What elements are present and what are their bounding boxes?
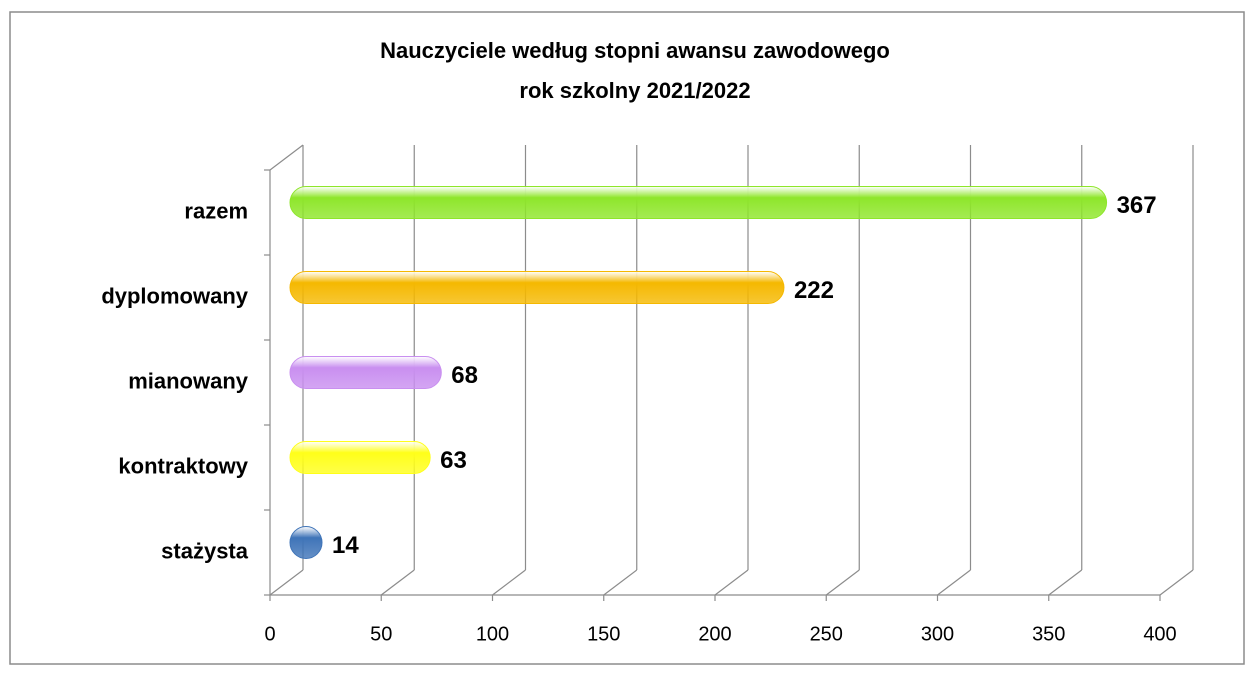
value-label: 367 — [1117, 192, 1157, 219]
grid-line — [492, 569, 526, 596]
x-tick-label: 150 — [587, 623, 620, 645]
bar — [289, 526, 323, 559]
value-label: 14 — [332, 532, 359, 559]
x-tick-label: 250 — [810, 623, 843, 645]
x-tick-label: 400 — [1143, 623, 1176, 645]
y-tick-label: kontraktowy — [118, 453, 248, 478]
x-tick-label: 100 — [476, 623, 509, 645]
grid-line — [937, 569, 971, 596]
value-label: 68 — [451, 362, 478, 389]
grid-line — [714, 569, 749, 596]
axis-line — [269, 144, 304, 171]
x-tick-label: 50 — [370, 623, 392, 645]
x-tick-label: 200 — [698, 623, 731, 645]
bar — [289, 441, 431, 474]
value-label: 222 — [794, 277, 834, 304]
y-tick-label: razem — [184, 198, 248, 223]
grid-line — [603, 569, 638, 596]
chart-title: Nauczyciele według stopni awansu zawodow… — [380, 38, 890, 63]
chart-subtitle: rok szkolny 2021/2022 — [519, 78, 750, 103]
bar — [289, 186, 1108, 219]
y-tick-label: dyplomowany — [101, 283, 248, 308]
x-tick-label: 0 — [264, 623, 275, 645]
x-tick-label: 350 — [1032, 623, 1065, 645]
grid-line — [269, 569, 304, 596]
bar — [289, 356, 442, 389]
grid-line — [1159, 569, 1194, 596]
grid-line — [825, 569, 860, 596]
y-tick-label: stażysta — [161, 538, 249, 563]
bar — [289, 271, 785, 304]
chart-frame — [9, 11, 1245, 665]
y-tick-label: mianowany — [128, 368, 249, 393]
grid-line — [380, 569, 415, 596]
value-label: 63 — [440, 447, 467, 474]
x-tick-label: 300 — [921, 623, 954, 645]
grid-line — [1048, 569, 1083, 596]
